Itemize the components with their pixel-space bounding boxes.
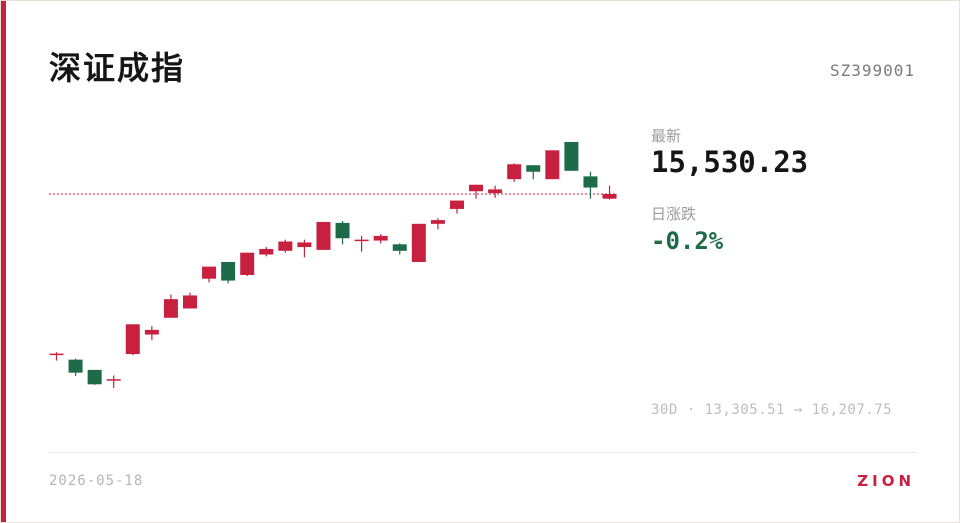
candle-body — [221, 261, 236, 281]
candle-body — [392, 244, 407, 251]
footer-date: 2026-05-18 — [49, 473, 144, 489]
candle-body — [411, 223, 426, 262]
change-value: -0.2% — [651, 227, 724, 255]
candle-body — [259, 248, 274, 255]
latest-label: 最新 — [651, 127, 682, 145]
candle-body — [316, 221, 331, 250]
candle-body — [583, 176, 598, 188]
brand-logo: ZION — [857, 472, 915, 490]
latest-value: 15,530.23 — [651, 145, 809, 179]
candle-body — [87, 369, 102, 385]
candle-body — [106, 379, 121, 381]
candle — [316, 221, 331, 250]
candle-body — [449, 200, 464, 209]
candle — [240, 252, 255, 276]
index-code: SZ399001 — [829, 61, 915, 80]
candle — [49, 352, 64, 361]
candle-body — [278, 241, 293, 251]
candle — [430, 218, 445, 230]
candle — [87, 369, 102, 385]
candle — [411, 223, 426, 262]
candle-body — [182, 295, 197, 309]
candle-body — [507, 164, 522, 180]
candle — [202, 266, 217, 283]
range-text: 30D · 13,305.51 → 16,207.75 — [651, 402, 893, 418]
candle-body — [373, 235, 388, 241]
index-title: 深证成指 — [49, 49, 186, 87]
candle — [373, 234, 388, 244]
candlestick-chart — [49, 141, 617, 389]
candle — [259, 247, 274, 257]
candle — [488, 185, 503, 198]
candle-body — [68, 359, 83, 373]
candle — [221, 261, 236, 284]
change-label: 日涨跌 — [651, 205, 697, 223]
candle-body — [469, 184, 484, 192]
candle — [106, 375, 121, 389]
candle-body — [125, 324, 140, 355]
candle — [297, 239, 312, 258]
candle-body — [488, 189, 503, 194]
candle — [449, 200, 464, 214]
footer-divider — [49, 452, 917, 453]
candle — [125, 324, 140, 355]
candle — [392, 243, 407, 255]
candle-body — [354, 239, 369, 242]
candle-body — [240, 252, 255, 275]
candle-body — [430, 220, 445, 224]
candle-body — [297, 242, 312, 248]
candle — [469, 184, 484, 199]
candle — [335, 221, 350, 245]
candle — [583, 171, 598, 199]
candle — [68, 358, 83, 376]
candle-body — [202, 266, 217, 279]
candle — [564, 141, 579, 171]
candle-body — [49, 353, 64, 356]
candle — [278, 239, 293, 253]
candle-body — [335, 222, 350, 239]
candle — [354, 235, 369, 252]
candle — [163, 294, 178, 318]
candle-body — [564, 141, 579, 171]
candle-body — [545, 150, 560, 180]
candle — [545, 150, 560, 180]
candle — [602, 185, 617, 200]
candle — [507, 163, 522, 182]
candle-body — [602, 194, 617, 199]
candle — [526, 165, 541, 180]
candle — [182, 292, 197, 309]
candle-body — [163, 299, 178, 318]
candle — [144, 326, 159, 341]
candle-body — [144, 329, 159, 335]
accent-bar — [1, 1, 6, 522]
candle-body — [526, 165, 541, 172]
